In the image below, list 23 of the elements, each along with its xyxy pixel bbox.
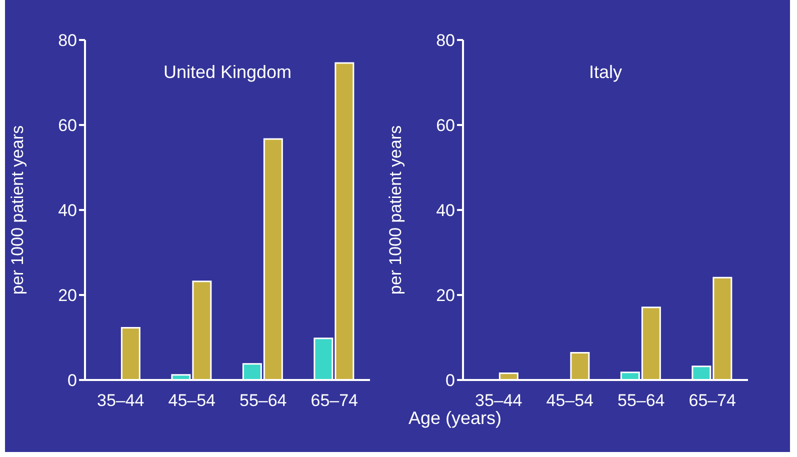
x-tick-label: 65–74 bbox=[310, 391, 358, 410]
x-tick-label: 35–44 bbox=[474, 391, 522, 410]
y-axis-title: per 1000 patient years bbox=[8, 125, 28, 295]
x-tick-label: 55–64 bbox=[617, 391, 665, 410]
y-tick-label: 80 bbox=[58, 31, 77, 50]
y-tick-label: 40 bbox=[58, 201, 77, 220]
text: United Kingdom bbox=[162, 62, 293, 83]
x-tick-label: 65–74 bbox=[688, 391, 736, 410]
y-tick-label: 40 bbox=[436, 201, 455, 220]
y-tick-label: 0 bbox=[446, 371, 455, 390]
x-tick-label: 35–44 bbox=[96, 391, 144, 410]
x-tick-label: 45–54 bbox=[546, 391, 594, 410]
y-axis-title: per 1000 patient years bbox=[386, 125, 406, 295]
y-tick-label: 0 bbox=[68, 371, 77, 390]
x-tick-label: 55–64 bbox=[239, 391, 287, 410]
y-tick-label: 80 bbox=[436, 31, 455, 50]
y-tick-label: 60 bbox=[58, 116, 77, 136]
y-tick-label: 20 bbox=[436, 286, 455, 306]
x-tick-label: 45–54 bbox=[168, 391, 216, 410]
y-tick-label: 60 bbox=[436, 116, 455, 136]
y-tick-label: 20 bbox=[58, 286, 77, 306]
text: Italy bbox=[588, 62, 623, 83]
x-axis-title: Age (years) bbox=[408, 408, 502, 428]
